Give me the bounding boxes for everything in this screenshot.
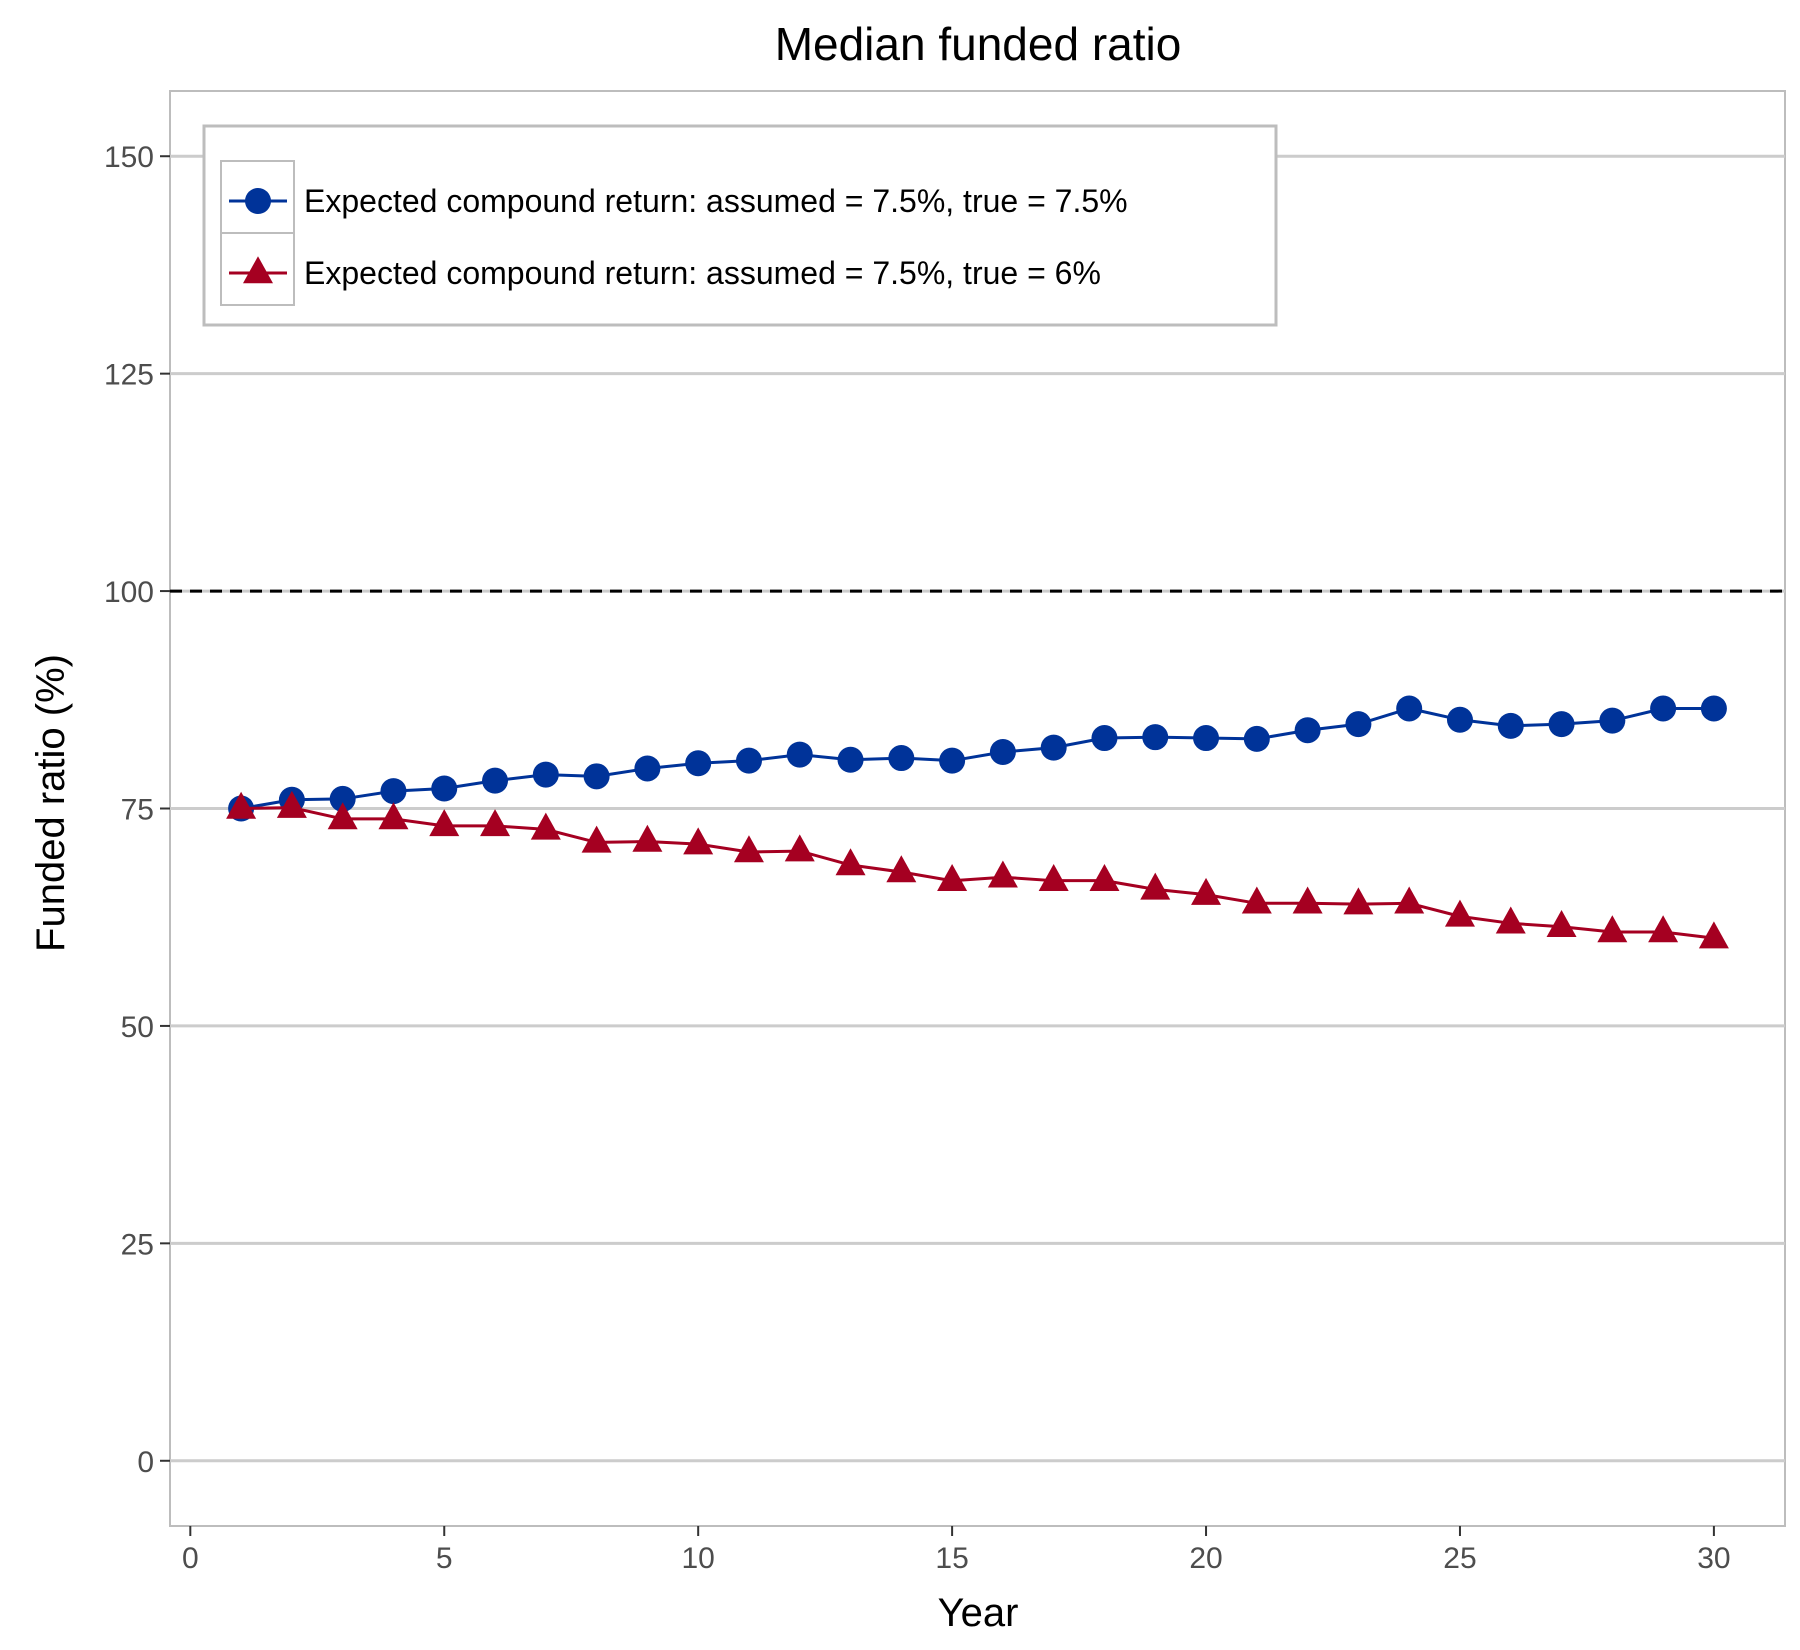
series-2-point — [276, 790, 307, 818]
series-group — [226, 695, 1729, 949]
series-2-point — [1597, 915, 1628, 943]
series-2-point — [1241, 886, 1272, 914]
series-1-point — [1497, 712, 1524, 739]
y-tick-label: 125 — [104, 359, 154, 392]
series-2 — [226, 790, 1729, 949]
y-tick-label: 0 — [137, 1446, 154, 1479]
series-2-point — [683, 827, 714, 855]
legend-key-marker — [243, 256, 273, 284]
series-1-point — [1294, 717, 1321, 744]
series-1-point — [1599, 707, 1626, 734]
series-2-point — [530, 812, 561, 840]
chart-title: Median funded ratio — [775, 18, 1182, 70]
series-2-point — [987, 860, 1018, 888]
x-tick-label: 0 — [182, 1542, 199, 1575]
axes: 0 25 50 75 100 125 150 0 5 10 15 20 25 30 — [104, 141, 1731, 1575]
legend-box — [202, 124, 1278, 327]
series-1-point — [1700, 695, 1727, 722]
y-tick-label: 100 — [104, 576, 154, 609]
y-axis-title: Funded ratio (%) — [29, 654, 73, 952]
x-tick-label: 25 — [1443, 1542, 1476, 1575]
series-1-point — [1345, 711, 1372, 738]
legend-label: Expected compound return: assumed = 7.5%… — [304, 255, 1101, 291]
x-tick-label: 20 — [1189, 1542, 1222, 1575]
series-2-point — [1698, 921, 1729, 949]
series-1 — [228, 695, 1727, 822]
x-tick-label: 15 — [935, 1542, 968, 1575]
series-2-point — [886, 855, 917, 883]
series-1-point — [735, 747, 762, 774]
series-2-point — [835, 848, 866, 876]
y-tick-label: 25 — [121, 1228, 154, 1261]
y-tick-label: 75 — [121, 794, 154, 827]
x-tick-label: 5 — [436, 1542, 453, 1575]
series-1-point — [685, 750, 712, 777]
series-2-point — [429, 809, 460, 837]
series-1-point — [532, 761, 559, 788]
series-2-point — [937, 863, 968, 891]
series-1-point — [431, 775, 458, 802]
series-2-point — [1394, 886, 1425, 914]
x-axis-title: Year — [938, 1591, 1019, 1635]
series-1-point — [1650, 695, 1677, 722]
series-2-point — [1038, 863, 1069, 891]
series-2-point — [784, 834, 815, 862]
series-2-point — [327, 802, 358, 830]
series-1-point — [1243, 725, 1270, 752]
y-tick-label: 50 — [121, 1011, 154, 1044]
series-2-point — [632, 824, 663, 852]
series-2-point — [1140, 872, 1171, 900]
series-1-point — [634, 755, 661, 782]
series-1-point — [1446, 706, 1473, 733]
series-1-point — [1396, 695, 1423, 722]
series-1-point — [786, 741, 813, 768]
series-1-point — [1142, 724, 1169, 751]
series-2-point — [1546, 910, 1577, 938]
y-tick-label: 150 — [104, 141, 154, 174]
x-tick-label: 10 — [681, 1542, 714, 1575]
series-1-point — [939, 747, 966, 774]
series-2-point — [1495, 906, 1526, 934]
series-1-point — [1193, 725, 1220, 752]
series-2-point — [733, 835, 764, 863]
legend: Expected compound return: assumed = 7.5%… — [202, 124, 1278, 327]
series-2-point — [1089, 863, 1120, 891]
series-2-point — [378, 802, 409, 830]
series-1-point — [1091, 725, 1118, 752]
x-tick-label: 30 — [1697, 1542, 1730, 1575]
legend-key-marker — [245, 188, 271, 214]
series-2-point — [1343, 887, 1374, 915]
series-2-point — [1292, 886, 1323, 914]
series-1-point — [329, 785, 356, 812]
series-2-point — [581, 825, 612, 853]
series-1-point — [837, 746, 864, 773]
series-1-point — [380, 778, 407, 805]
series-2-point — [480, 809, 511, 837]
series-1-point — [583, 763, 610, 790]
series-1-point — [989, 738, 1016, 765]
legend-label: Expected compound return: assumed = 7.5%… — [304, 183, 1128, 219]
series-2-point — [1648, 915, 1679, 943]
series-1-point — [482, 767, 509, 794]
series-2-point — [1191, 877, 1222, 905]
series-2-point — [226, 791, 257, 819]
series-1-point — [1548, 711, 1575, 738]
series-1-point — [888, 745, 915, 772]
series-2-point — [1444, 899, 1475, 927]
series-1-point — [1040, 734, 1067, 761]
